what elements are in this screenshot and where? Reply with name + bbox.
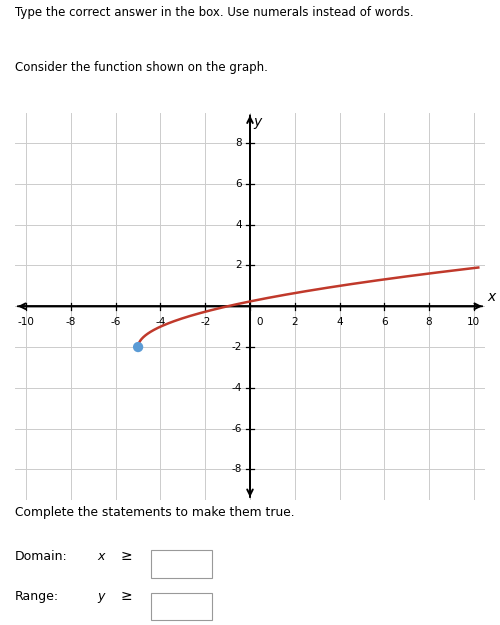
Text: -10: -10 — [18, 318, 34, 328]
Text: 8: 8 — [426, 318, 432, 328]
Text: 0: 0 — [256, 318, 263, 328]
Text: -8: -8 — [232, 464, 242, 474]
Text: Type the correct answer in the box. Use numerals instead of words.: Type the correct answer in the box. Use … — [15, 6, 413, 19]
Text: -6: -6 — [232, 424, 242, 434]
Text: 6: 6 — [236, 179, 242, 189]
Text: y: y — [97, 590, 104, 603]
Text: 4: 4 — [336, 318, 343, 328]
Text: Consider the function shown on the graph.: Consider the function shown on the graph… — [15, 61, 268, 74]
Text: y: y — [254, 114, 262, 129]
Text: x: x — [487, 290, 496, 304]
FancyBboxPatch shape — [152, 550, 212, 578]
Text: -6: -6 — [110, 318, 121, 328]
Text: 8: 8 — [236, 138, 242, 148]
Text: ≥: ≥ — [121, 549, 132, 562]
Text: 6: 6 — [381, 318, 388, 328]
Text: Complete the statements to make them true.: Complete the statements to make them tru… — [15, 506, 294, 519]
Point — [134, 342, 142, 352]
Text: 2: 2 — [236, 261, 242, 271]
Text: x: x — [97, 550, 104, 563]
Text: Domain:: Domain: — [15, 550, 68, 563]
Text: -4: -4 — [156, 318, 166, 328]
FancyBboxPatch shape — [152, 592, 212, 620]
Text: -2: -2 — [200, 318, 210, 328]
Text: 4: 4 — [236, 219, 242, 229]
Text: Range:: Range: — [15, 590, 59, 603]
Text: 2: 2 — [292, 318, 298, 328]
Text: 10: 10 — [467, 318, 480, 328]
Text: -4: -4 — [232, 383, 242, 393]
Text: -8: -8 — [66, 318, 76, 328]
Text: ≥: ≥ — [121, 589, 132, 602]
Text: -2: -2 — [232, 342, 242, 352]
